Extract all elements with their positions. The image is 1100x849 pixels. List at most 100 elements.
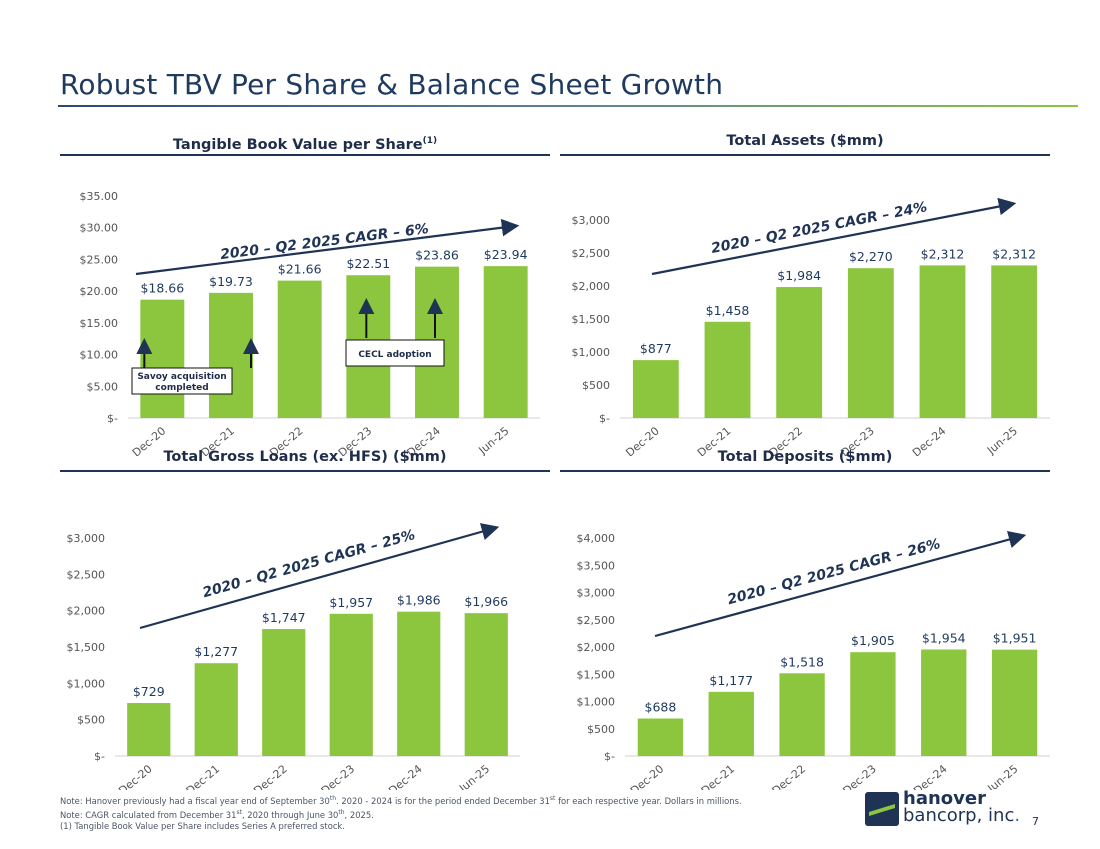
data-label: $1,966 — [464, 594, 508, 609]
footnote-text: , 2020 through June 30 — [241, 809, 339, 820]
y-tick-label: $500 — [587, 723, 615, 736]
cagr-arrow — [139, 523, 500, 630]
data-label: $688 — [645, 700, 677, 715]
data-label: $21.66 — [278, 262, 322, 277]
y-tick-label: $1,000 — [67, 677, 106, 690]
bar-dec-21 — [194, 663, 238, 756]
y-tick-label: $20.00 — [80, 285, 119, 298]
y-tick-label: $3,000 — [577, 587, 616, 600]
bar-dec-24 — [921, 649, 967, 756]
data-label: $23.86 — [415, 248, 459, 263]
footnote-text: Note: Hanover previously had a fiscal ye… — [60, 795, 330, 806]
bar-dec-22 — [779, 673, 825, 756]
bar-dec-21 — [209, 292, 253, 418]
data-label: $1,957 — [329, 595, 373, 610]
data-label: $1,177 — [709, 673, 753, 688]
footnote-3: (1) Tangible Book Value per Share includ… — [60, 820, 345, 831]
bar-jun-25 — [991, 649, 1038, 756]
page-title: Robust TBV Per Share & Balance Sheet Gro… — [60, 68, 724, 101]
cecl-annotation-label: CECL adoption — [358, 350, 431, 360]
y-tick-label: $1,000 — [577, 696, 616, 709]
y-tick-label: $15.00 — [80, 317, 119, 330]
data-label: $1,747 — [262, 610, 306, 625]
footnote-sup: th — [329, 795, 337, 802]
footnote-1: Note: Hanover previously had a fiscal ye… — [60, 793, 742, 807]
cagr-label: 2020 – Q2 2025 CAGR – 25% — [201, 527, 417, 601]
bar-dec-22 — [776, 287, 823, 418]
data-label: $2,270 — [849, 249, 893, 264]
footnote-2: Note: CAGR calculated from December 31st… — [60, 807, 742, 821]
bar-dec-24 — [397, 611, 441, 756]
y-tick-label: $1,500 — [577, 668, 616, 681]
footnote-text: , 2025. — [344, 809, 374, 820]
y-tick-label: $- — [599, 412, 610, 425]
data-label: $2,312 — [921, 246, 965, 261]
data-label: $1,518 — [780, 654, 824, 669]
panel-heading-assets: Total Assets ($mm) — [726, 133, 884, 149]
footnote-sup: st — [236, 808, 242, 816]
panel-rule — [60, 154, 550, 156]
y-tick-label: $2,000 — [67, 605, 106, 618]
data-label: $22.51 — [346, 256, 390, 271]
x-tick-label: Dec-21 — [184, 762, 222, 790]
y-tick-label: $2,500 — [572, 247, 611, 260]
y-tick-label: $2,000 — [572, 280, 611, 293]
data-label: $1,277 — [194, 644, 238, 659]
data-label: $23.94 — [484, 247, 528, 262]
footnote-text: Note: CAGR calculated from December 31 — [60, 809, 237, 820]
bar-dec-20 — [632, 360, 679, 418]
data-label: $18.66 — [140, 281, 184, 296]
panel-rule — [560, 154, 1050, 156]
y-tick-label: $25.00 — [80, 253, 119, 266]
x-tick-label: Jun-25 — [984, 762, 1020, 790]
y-tick-label: $1,500 — [572, 313, 611, 326]
data-label: $1,951 — [993, 631, 1037, 646]
y-tick-label: $2,500 — [67, 568, 106, 581]
y-tick-label: $3,000 — [67, 532, 106, 545]
y-tick-label: $- — [604, 750, 615, 763]
data-label: $1,986 — [397, 593, 441, 608]
savoy-annotation-line2: completed — [155, 383, 208, 393]
y-tick-label: $1,500 — [67, 641, 106, 654]
bar-dec-23 — [329, 613, 373, 756]
logo-text-hanover: hanover — [903, 788, 986, 809]
panel-tbv: Tangible Book Value per Share(1) $- $5.00… — [60, 130, 550, 456]
x-tick-label: Jun-25 — [456, 762, 492, 790]
data-label: $1,984 — [777, 268, 821, 283]
panel-rule — [560, 470, 1050, 472]
x-tick-label: Dec-20 — [628, 762, 666, 790]
x-tick-label: Dec-23 — [840, 762, 878, 790]
y-tick-label: $- — [94, 750, 105, 763]
data-label: $1,458 — [706, 303, 750, 318]
logo-text-bancorp: bancorp, inc. — [903, 806, 1020, 826]
page-number: 7 — [1032, 815, 1039, 828]
data-label: $1,905 — [851, 633, 895, 648]
loans-chart: $- $500 $1,000 $1,500 $2,000 $2,500 $3,000 $729… — [67, 523, 520, 790]
assets-chart: $- $500 $1,000 $1,500 $2,000 $2,500 $3,000 $877… — [572, 197, 1050, 456]
panel-assets: Total Assets ($mm) $- $500 $1,000 $1,500 $2,… — [560, 130, 1050, 456]
panel-heading-deposits: Total Deposits ($mm) — [717, 449, 893, 465]
bar-jun-25 — [483, 266, 528, 418]
x-tick-label: Dec-21 — [699, 762, 737, 790]
x-tick-label: Dec-22 — [770, 762, 808, 790]
y-tick-label: $10.00 — [80, 349, 119, 362]
x-tick-label: Dec-23 — [319, 762, 357, 790]
y-tick-label: $2,000 — [577, 641, 616, 654]
cecl-annotation-box — [345, 339, 445, 367]
cagr-arrow — [654, 530, 1027, 638]
panel-loans: Total Gross Loans (ex. HFS) ($mm) $- $500… — [60, 446, 550, 790]
y-tick-label: $5.00 — [87, 380, 119, 393]
footnote-sup: st — [549, 795, 556, 802]
bar-jun-25 — [464, 613, 508, 756]
bar-dec-21 — [704, 321, 751, 418]
footnotes: Note: Hanover previously had a fiscal ye… — [60, 793, 742, 832]
cagr-label: 2020 – Q2 2025 CAGR – 6% — [219, 221, 429, 263]
bar-dec-21 — [708, 691, 754, 756]
y-tick-label: $2,500 — [577, 614, 616, 627]
data-label: $877 — [640, 341, 672, 356]
y-tick-label: $1,000 — [572, 346, 611, 359]
bar-dec-23 — [847, 268, 894, 418]
logo-text-bancorp-main: bancorp, inc — [903, 805, 1015, 826]
bar-dec-20 — [127, 703, 171, 756]
cagr-label: 2020 – Q2 2025 CAGR – 26% — [726, 536, 942, 608]
